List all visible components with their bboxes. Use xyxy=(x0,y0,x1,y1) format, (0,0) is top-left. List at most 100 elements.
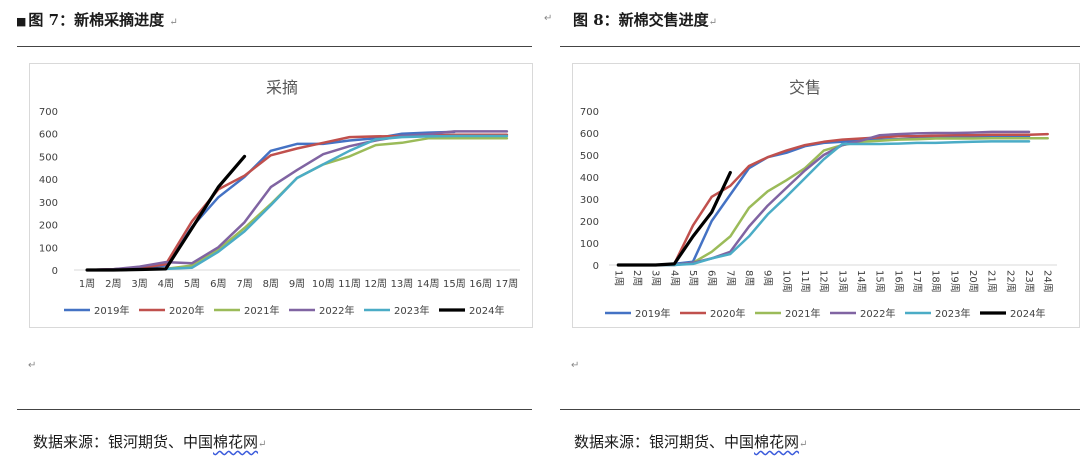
source-prefix: 数据来源：银河期货、中国 xyxy=(33,433,214,451)
source-prefix: 数据来源：银河期货、中国 xyxy=(574,433,755,451)
chart-title: 交售 xyxy=(789,78,821,97)
x-tick-label: 2周 xyxy=(105,278,121,290)
figure-7-panel: ■ 图 7：新棉采摘进度 ↵ 采摘 0 100 200 300 400 500 600 700 1周… xyxy=(16,9,533,452)
x-tick-label: 6周 xyxy=(210,278,226,290)
legend-label: 2020年 xyxy=(169,304,204,317)
x-tick-label: 9周 xyxy=(289,278,305,290)
x-tick-label: 6周 xyxy=(706,270,718,286)
y-tick-label: 0 xyxy=(593,261,599,272)
x-tick-label: 13周 xyxy=(836,270,848,293)
figure-caption: ■ 图 7：新棉采摘进度 ↵ xyxy=(16,9,178,30)
x-tick-label: 11周 xyxy=(338,278,361,290)
legend-label: 2019年 xyxy=(635,307,670,320)
legend-label: 2021年 xyxy=(785,307,820,320)
paragraph-mark-icon: ↵ xyxy=(571,360,580,371)
bullet-icon: ■ xyxy=(16,15,27,28)
x-tick-label: 13周 xyxy=(391,278,414,290)
x-tick-label: 15周 xyxy=(443,278,466,290)
x-tick-label: 19周 xyxy=(948,270,960,293)
x-tick-label: 4周 xyxy=(158,278,174,290)
y-tick-label: 200 xyxy=(39,221,58,232)
series-line xyxy=(85,134,509,272)
y-tick-label: 400 xyxy=(580,173,599,184)
bottom-rule xyxy=(560,409,1080,410)
series-line xyxy=(617,132,1049,267)
x-tick-label: 5周 xyxy=(184,278,200,290)
top-rule xyxy=(17,46,532,47)
x-tick-label: 1周 xyxy=(79,278,95,290)
figure-caption-text: 图 7：新棉采摘进度 xyxy=(28,11,165,29)
x-tick-label: 8周 xyxy=(263,278,279,290)
chart-selling: 交售 0 100 200 300 400 500 600 700 1周 2周 3周 4周 5周 6周 7周 8周… xyxy=(572,63,1080,328)
paragraph-mark-icon: ↵ xyxy=(799,439,808,450)
data-source: 数据来源：银河期货、中国棉花网↵ xyxy=(33,431,266,452)
legend-label: 2023年 xyxy=(394,304,429,317)
figure-caption-text: 图 8：新棉交售进度 xyxy=(573,11,709,29)
x-tick-label: 11周 xyxy=(799,270,811,293)
paragraph-mark-icon: ↵ xyxy=(708,17,718,28)
paragraph-mark-icon: ↵ xyxy=(169,17,178,28)
series-line xyxy=(85,133,509,272)
y-tick-label: 600 xyxy=(580,129,599,140)
bottom-rule xyxy=(17,409,532,410)
paragraph-mark-icon: ↵ xyxy=(258,439,267,450)
x-tick-label: 12周 xyxy=(364,278,387,290)
y-tick-label: 600 xyxy=(39,130,58,141)
x-tick-label: 18周 xyxy=(930,270,942,293)
source-underlined: 棉花网 xyxy=(754,433,800,451)
top-rule xyxy=(560,46,1080,47)
y-tick-label: 700 xyxy=(580,107,599,118)
series-line xyxy=(85,130,509,272)
legend-label: 2019年 xyxy=(94,304,129,317)
x-tick-label: 7周 xyxy=(724,270,736,286)
x-tick-label: 2周 xyxy=(631,270,643,286)
paragraph-mark-icon: ↵ xyxy=(28,360,37,371)
legend-label: 2022年 xyxy=(860,307,895,320)
figure-8-panel: 图 8：新棉交售进度↵ 交售 0 100 200 300 400 500 600 700 1周 2周… xyxy=(545,0,1080,465)
y-tick-label: 300 xyxy=(580,195,599,206)
x-tick-label: 23周 xyxy=(1023,270,1035,293)
x-tick-label: 22周 xyxy=(1004,270,1016,293)
chart-picking: 采摘 0 100 200 300 400 500 600 700 1周 2周 3周 4周 5周 6周 7周 8周… xyxy=(29,63,533,328)
legend-label: 2023年 xyxy=(935,307,970,320)
x-tick-label: 3周 xyxy=(131,278,147,290)
y-tick-label: 500 xyxy=(580,151,599,162)
x-tick-label: 14周 xyxy=(855,270,867,293)
paragraph-mark-icon: ↵ xyxy=(544,13,553,24)
x-tick-label: 17周 xyxy=(496,278,519,290)
x-tick-label: 14周 xyxy=(417,278,440,290)
y-tick-label: 100 xyxy=(39,243,58,254)
x-tick-label: 17周 xyxy=(911,270,923,293)
series-line xyxy=(617,140,1031,267)
x-tick-label: 7周 xyxy=(236,278,252,290)
y-tick-label: 300 xyxy=(39,198,58,209)
x-tick-label: 1周 xyxy=(612,270,624,286)
x-tick-label: 3周 xyxy=(650,270,662,286)
series-line xyxy=(85,154,247,272)
source-underlined: 棉花网 xyxy=(213,433,259,451)
series-line xyxy=(616,170,732,267)
x-tick-label: 5周 xyxy=(687,270,699,286)
y-tick-label: 400 xyxy=(39,175,58,186)
legend-label: 2024年 xyxy=(1010,307,1045,320)
series-line xyxy=(85,130,456,272)
x-tick-label: 16周 xyxy=(892,270,904,293)
y-tick-label: 0 xyxy=(52,266,58,277)
legend-label: 2024年 xyxy=(469,304,504,317)
y-tick-label: 100 xyxy=(580,239,599,250)
x-tick-label: 4周 xyxy=(668,270,680,286)
x-tick-label: 10周 xyxy=(312,278,335,290)
series-line xyxy=(85,137,509,272)
x-tick-label: 21周 xyxy=(986,270,998,293)
figure-caption: 图 8：新棉交售进度↵ xyxy=(573,9,717,30)
chart-svg: 交售 0 100 200 300 400 500 600 700 1周 2周 3周 4周 5周 6周 7周 8周… xyxy=(580,78,1057,320)
x-tick-label: 10周 xyxy=(780,270,792,293)
chart-title: 采摘 xyxy=(266,78,298,97)
x-tick-label: 12周 xyxy=(818,270,830,293)
legend-label: 2020年 xyxy=(710,307,745,320)
x-tick-label: 15周 xyxy=(874,270,886,293)
x-tick-label: 8周 xyxy=(743,270,755,286)
x-tick-label: 16周 xyxy=(469,278,492,290)
x-tick-label: 24周 xyxy=(1042,270,1054,293)
legend-label: 2022年 xyxy=(319,304,354,317)
